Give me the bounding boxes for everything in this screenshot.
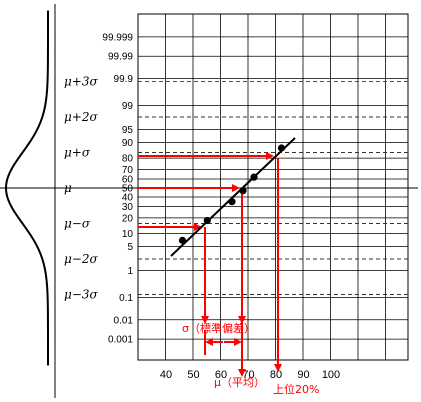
data-point [239, 187, 247, 195]
data-point [178, 236, 187, 244]
y-tick-label: 5 [127, 242, 133, 253]
sigma-label: μ+σ [64, 146, 91, 160]
top20-annotation: 上位20% [273, 382, 319, 396]
y-tick-label: 50 [122, 184, 134, 195]
data-point [203, 216, 211, 225]
y-tick-label: 0.1 [119, 293, 133, 304]
y-tick-label: 1 [127, 266, 133, 277]
bell-curve-path [4, 10, 49, 366]
sigma-label: μ [64, 181, 72, 195]
data-point [250, 173, 258, 181]
data-point [277, 144, 286, 152]
sigma-label: μ−2σ [64, 252, 98, 266]
fit-line [170, 137, 296, 257]
y-tick-label: 20 [122, 213, 134, 224]
y-tick-label: 99.9 [114, 74, 134, 85]
sigma-label: μ−σ [64, 217, 91, 231]
y-tick-label: 0.001 [108, 335, 133, 346]
y-tick-label: 60 [122, 175, 134, 186]
fit-line-and-points [170, 137, 296, 257]
x-tick-label: 100 [322, 369, 340, 381]
y-tick-label: 90 [122, 138, 134, 149]
y-tick-label: 80 [122, 154, 134, 165]
y-tick-label: 70 [122, 165, 134, 176]
annotations: σ（標準偏差） μ（平均） 上位20% [182, 321, 319, 396]
x-tick-label: 80 [270, 369, 282, 381]
x-tick-label: 90 [297, 369, 309, 381]
y-tick-label: 10 [122, 229, 134, 240]
y-tick-label: 99 [122, 101, 134, 112]
sigma-dash-lines [0, 81, 418, 295]
bell-curve [4, 4, 56, 398]
y-tick-label: 99.99 [108, 52, 133, 63]
x-tick-label: 60 [215, 369, 227, 381]
x-tick-label: 50 [187, 369, 199, 381]
mu-annotation: μ（平均） [214, 376, 265, 389]
x-tick-label: 40 [160, 369, 172, 381]
red-guide-arrows [138, 152, 282, 377]
sigma-labels: μ+3σ μ+2σ μ+σ μ μ−σ μ−2σ μ−3σ [64, 75, 98, 302]
y-tick-label: 99.999 [102, 32, 133, 43]
sigma-label: μ+3σ [64, 75, 98, 89]
y-tick-label: 0.01 [114, 315, 134, 326]
y-tick-label: 40 [122, 192, 134, 203]
sigma-annotation: σ（標準偏差） [182, 321, 255, 335]
sigma-label: μ−3σ [64, 288, 98, 302]
x-tick-labels: 40 50 60 70 80 90 100 [160, 369, 340, 381]
plot-grid [137, 13, 409, 361]
y-tick-labels: 99.99999.9999.99995908070605040302010510… [102, 32, 133, 345]
y-tick-label: 95 [122, 125, 134, 136]
y-tick-label: 30 [122, 202, 134, 213]
data-point [228, 198, 236, 206]
sigma-label: μ+2σ [64, 110, 98, 124]
